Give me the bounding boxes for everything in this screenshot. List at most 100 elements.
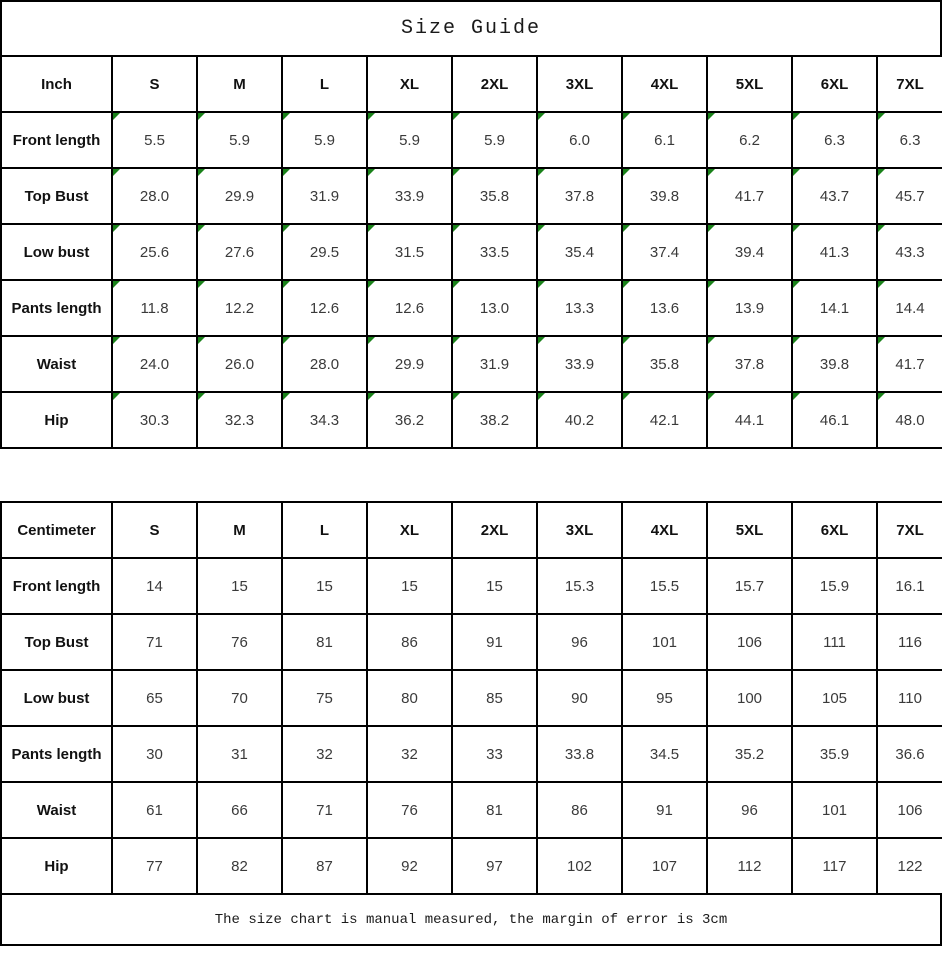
measurement-value-cell: 6.0: [536, 111, 623, 169]
measurement-value-cell: 5.9: [281, 111, 368, 169]
size-header-cell: L: [281, 501, 368, 559]
table-row: Front length 14 15 15 15 15 15.3 15.5 15.7 15.9 16…: [0, 557, 942, 615]
measurement-value-cell: 16.1: [876, 557, 942, 615]
measurement-label: Front length: [0, 111, 113, 169]
cell-flag-triangle-icon: [879, 114, 885, 120]
centimeter-size-table: Centimeter S M L XL 2XL 3XL 4XL 5XL 6XL 7XL Front l…: [0, 501, 942, 895]
measurement-value-cell: 28.0: [111, 167, 198, 225]
measurement-value-cell: 48.0: [876, 391, 942, 449]
measurement-value-cell: 66: [196, 781, 283, 839]
cell-flag-triangle-icon: [879, 338, 885, 344]
measurement-value-cell: 65: [111, 669, 198, 727]
measurement-value-cell: 41.7: [706, 167, 793, 225]
measurement-value-cell: 12.6: [366, 279, 453, 337]
measurement-value-cell: 100: [706, 669, 793, 727]
measurement-value-cell: 40.2: [536, 391, 623, 449]
measurement-value-cell: 101: [791, 781, 878, 839]
cell-flag-triangle-icon: [539, 226, 545, 232]
measurement-value-cell: 36.6: [876, 725, 942, 783]
unit-header-cell: Centimeter: [0, 501, 113, 559]
size-header-cell: 5XL: [706, 55, 793, 113]
measurement-value-cell: 39.8: [791, 335, 878, 393]
measurement-value-cell: 41.7: [876, 335, 942, 393]
table-row: Hip 77 82 87 92 97 102 107 112 117 122: [0, 837, 942, 895]
size-header-cell: XL: [366, 55, 453, 113]
measurement-value-cell: 32: [366, 725, 453, 783]
measurement-value-cell: 110: [876, 669, 942, 727]
measurement-value-cell: 95: [621, 669, 708, 727]
size-header-cell: 4XL: [621, 501, 708, 559]
measurement-label: Waist: [0, 781, 113, 839]
cell-flag-triangle-icon: [879, 394, 885, 400]
measurement-value-cell: 71: [111, 613, 198, 671]
cell-flag-triangle-icon: [369, 338, 375, 344]
measurement-value-cell: 35.9: [791, 725, 878, 783]
measurement-value-cell: 15.3: [536, 557, 623, 615]
measurement-value-cell: 39.4: [706, 223, 793, 281]
cell-flag-triangle-icon: [794, 282, 800, 288]
cell-flag-triangle-icon: [114, 338, 120, 344]
cell-flag-triangle-icon: [199, 338, 205, 344]
cell-flag-triangle-icon: [624, 394, 630, 400]
measurement-label: Hip: [0, 391, 113, 449]
cell-flag-triangle-icon: [539, 114, 545, 120]
measurement-label: Low bust: [0, 669, 113, 727]
measurement-value-cell: 106: [706, 613, 793, 671]
measurement-value-cell: 32: [281, 725, 368, 783]
measurement-value-cell: 96: [706, 781, 793, 839]
cell-flag-triangle-icon: [284, 226, 290, 232]
measurement-value-cell: 5.9: [366, 111, 453, 169]
table-row: Front length 5.5 5.9 5.9 5.9 5.9 6.0 6.1 6.2 6.3 6…: [0, 111, 942, 169]
measurement-value-cell: 29.9: [366, 335, 453, 393]
cell-flag-triangle-icon: [284, 114, 290, 120]
cell-flag-triangle-icon: [624, 170, 630, 176]
cell-flag-triangle-icon: [369, 226, 375, 232]
measurement-value-cell: 102: [536, 837, 623, 895]
measurement-value-cell: 35.8: [621, 335, 708, 393]
cell-flag-triangle-icon: [284, 394, 290, 400]
page-title: Size Guide: [0, 0, 942, 55]
measurement-value-cell: 25.6: [111, 223, 198, 281]
measurement-label: Top Bust: [0, 167, 113, 225]
cell-flag-triangle-icon: [539, 282, 545, 288]
measurement-value-cell: 44.1: [706, 391, 793, 449]
cell-flag-triangle-icon: [454, 338, 460, 344]
measurement-value-cell: 15: [366, 557, 453, 615]
measurement-value-cell: 14.1: [791, 279, 878, 337]
cell-flag-triangle-icon: [114, 394, 120, 400]
cell-flag-triangle-icon: [284, 338, 290, 344]
cell-flag-triangle-icon: [879, 170, 885, 176]
measurement-value-cell: 111: [791, 613, 878, 671]
size-header-cell: S: [111, 501, 198, 559]
measurement-value-cell: 28.0: [281, 335, 368, 393]
cell-flag-triangle-icon: [369, 394, 375, 400]
cell-flag-triangle-icon: [794, 394, 800, 400]
measurement-value-cell: 76: [196, 613, 283, 671]
measurement-value-cell: 13.9: [706, 279, 793, 337]
cell-flag-triangle-icon: [199, 282, 205, 288]
size-header-cell: 4XL: [621, 55, 708, 113]
measurement-value-cell: 101: [621, 613, 708, 671]
measurement-value-cell: 5.9: [451, 111, 538, 169]
size-header-cell: 2XL: [451, 55, 538, 113]
cell-flag-triangle-icon: [794, 338, 800, 344]
measurement-value-cell: 26.0: [196, 335, 283, 393]
measurement-value-cell: 91: [451, 613, 538, 671]
measurement-value-cell: 45.7: [876, 167, 942, 225]
measurement-value-cell: 39.8: [621, 167, 708, 225]
measurement-value-cell: 91: [621, 781, 708, 839]
measurement-value-cell: 6.3: [791, 111, 878, 169]
measurement-value-cell: 5.5: [111, 111, 198, 169]
table-row: Top Bust 28.0 29.9 31.9 33.9 35.8 37.8 39.8 41.7…: [0, 167, 942, 225]
table-row: Top Bust 71 76 81 86 91 96 101 106 111 116: [0, 613, 942, 671]
cell-flag-triangle-icon: [624, 282, 630, 288]
measurement-value-cell: 42.1: [621, 391, 708, 449]
table-row: Pants length 30 31 32 32 33 33.8 34.5 35.2 35.9 36…: [0, 725, 942, 783]
cell-flag-triangle-icon: [539, 394, 545, 400]
measurement-value-cell: 81: [451, 781, 538, 839]
cell-flag-triangle-icon: [539, 170, 545, 176]
measurement-value-cell: 30: [111, 725, 198, 783]
measurement-value-cell: 116: [876, 613, 942, 671]
measurement-value-cell: 87: [281, 837, 368, 895]
